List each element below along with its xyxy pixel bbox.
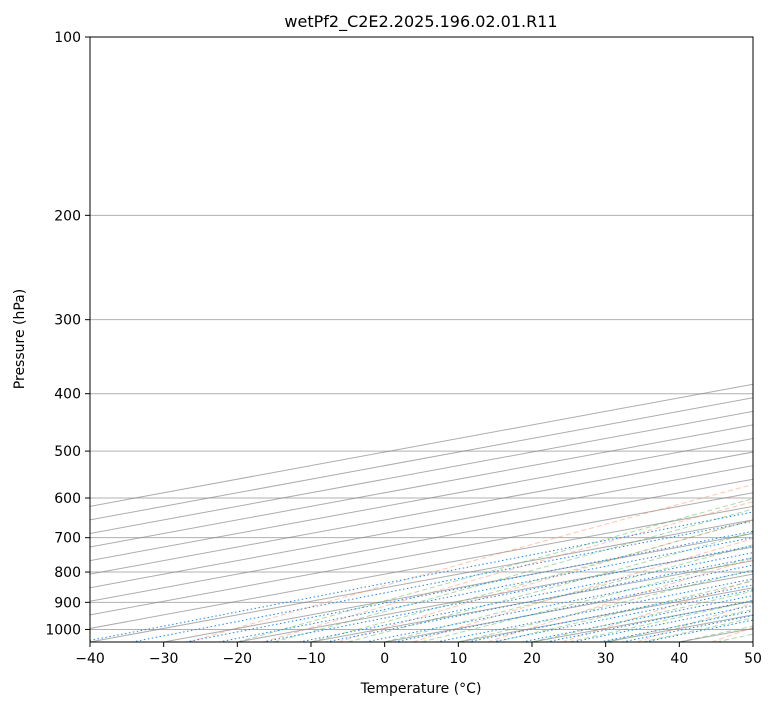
moist-adiabat <box>495 580 753 642</box>
mixing-ratio-line <box>325 557 753 642</box>
y-tick-label: 400 <box>54 387 81 403</box>
x-tick-label: 10 <box>449 651 467 667</box>
grid-layer <box>90 37 753 642</box>
mixing-ratio-line <box>365 564 753 642</box>
plot-frame <box>89 36 754 643</box>
x-tick-label: 40 <box>670 651 688 667</box>
isotherm <box>90 437 753 562</box>
isotherm <box>90 492 753 616</box>
x-tick-label: 50 <box>744 651 762 667</box>
mixing-ratio-line <box>131 520 753 642</box>
isotherm <box>90 478 753 602</box>
x-tick-label: −20 <box>223 651 253 667</box>
isotherm <box>90 505 753 629</box>
dry-adiabat <box>338 519 753 642</box>
y-axis-label: Pressure (hPa) <box>12 289 28 389</box>
y-tick-label: 800 <box>54 565 81 581</box>
x-tick-label: 20 <box>523 651 541 667</box>
x-tick-label: −10 <box>296 651 326 667</box>
dry-adiabat <box>263 501 753 642</box>
isotherm <box>163 532 753 642</box>
moist-adiabat <box>274 508 753 642</box>
isotherm <box>90 424 753 548</box>
y-tick-label: 600 <box>54 491 81 507</box>
x-tick-label: 0 <box>380 651 389 667</box>
y-tick-label: 500 <box>54 444 81 460</box>
x-tick-label: −40 <box>75 651 105 667</box>
isotherm <box>90 465 753 589</box>
isotherm <box>90 519 753 642</box>
y-tick-label: 1000 <box>45 622 81 638</box>
y-tick-label: 700 <box>54 531 81 547</box>
moist-adiabat <box>421 557 753 642</box>
x-axis-label: Temperature (°C) <box>360 681 482 697</box>
x-tick-label: 30 <box>597 651 615 667</box>
y-tick-label: 100 <box>54 30 81 46</box>
mixing-ratio-line <box>299 552 753 642</box>
isotherm <box>90 451 753 575</box>
y-tick-label: 300 <box>54 313 81 329</box>
x-tick-label: −30 <box>149 651 179 667</box>
y-tick-label: 200 <box>54 208 81 224</box>
y-tick-label: 900 <box>54 595 81 611</box>
mixing-ratio-line <box>436 578 753 642</box>
moist-adiabat <box>568 600 753 642</box>
moist-adiabat <box>237 498 753 642</box>
chart-title: wetPf2_C2E2.2025.196.02.01.R11 <box>284 12 557 32</box>
tick-layer: −40 −30 −20 −10 0 10 20 30 40 50 100 200 300 400 500 60… <box>45 30 762 667</box>
dry-adiabat <box>412 538 753 642</box>
mixing-ratio-line <box>394 570 753 642</box>
